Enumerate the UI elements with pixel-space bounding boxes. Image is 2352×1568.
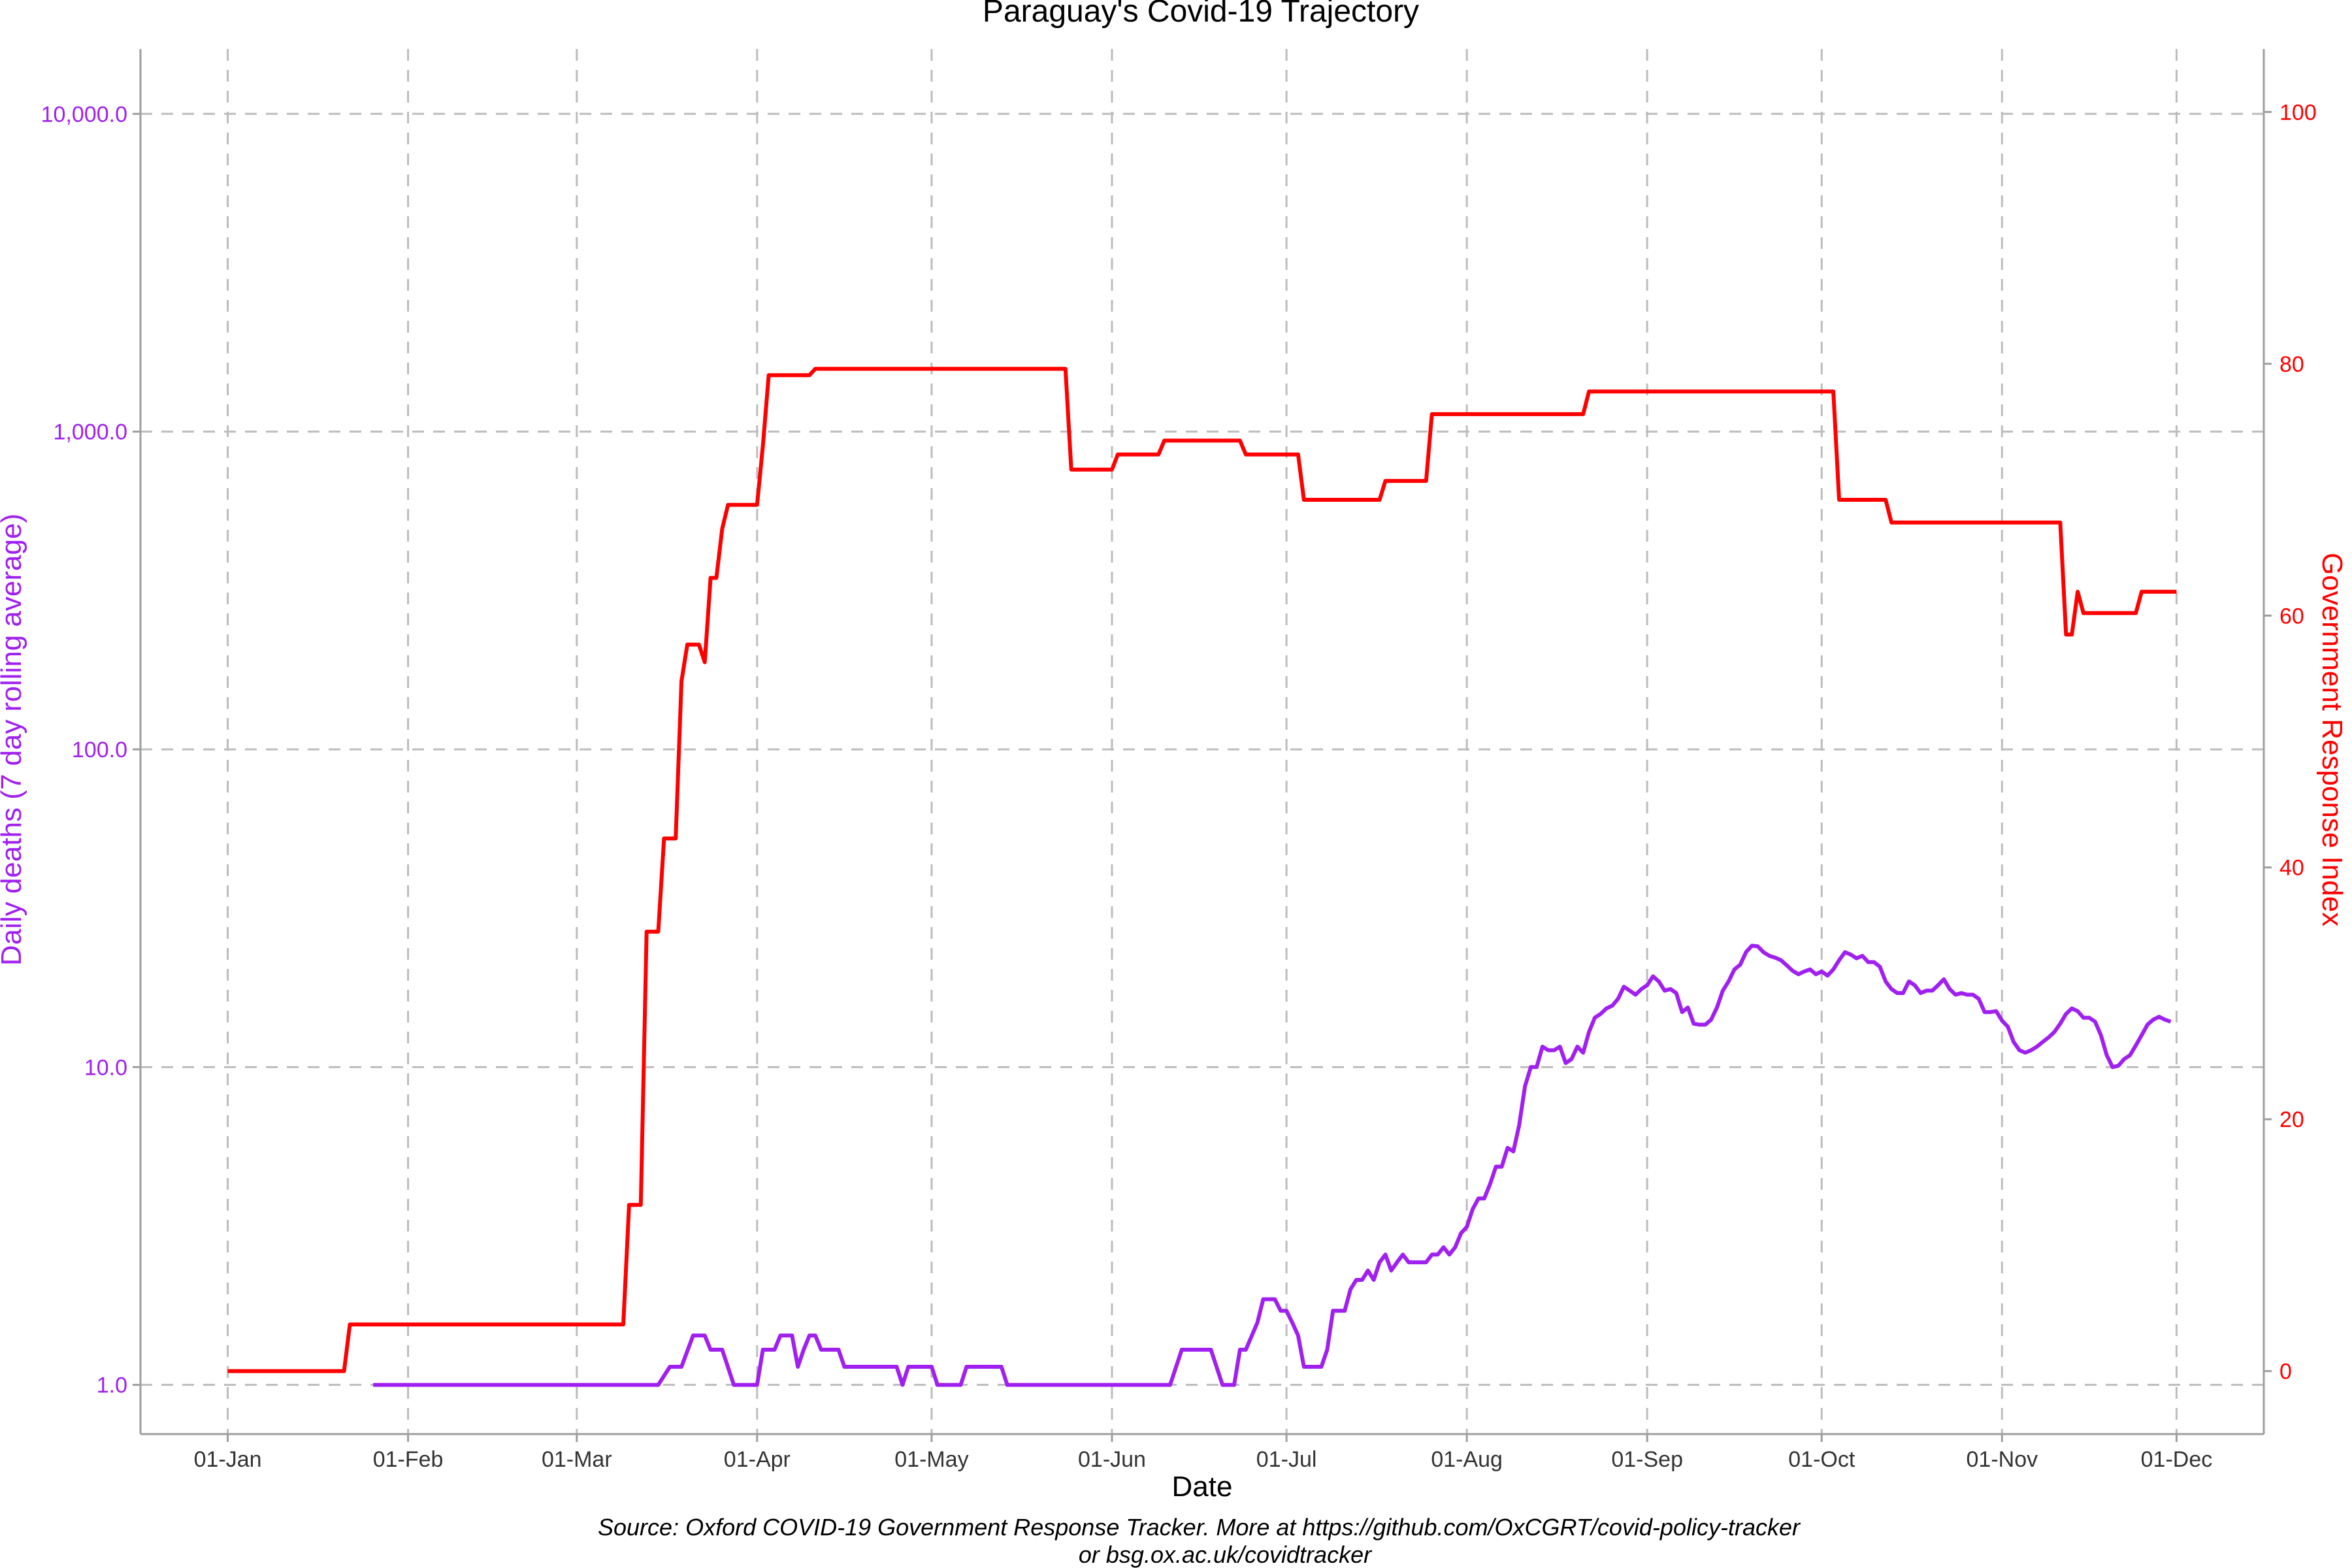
x-tick-label: 01-Dec [2141, 1447, 2213, 1472]
x-axis-title: Date [1172, 1471, 1233, 1503]
right-tick-label: 40 [2279, 856, 2304, 881]
axes-layer: 01-Jan 01-Feb 01-Mar 01-Apr 01-May 01-Jun 01-J… [41, 49, 2317, 1472]
x-tick-label: 01-Feb [373, 1447, 444, 1472]
left-tick-label: 10.0 [84, 1055, 127, 1080]
x-tick-label: 01-Nov [1967, 1447, 2038, 1472]
grid-layer [140, 49, 2264, 1434]
right-tick-label: 60 [2279, 604, 2304, 629]
x-tick-label: 01-Apr [724, 1447, 791, 1472]
source-caption-line-1: Source: Oxford COVID-19 Government Respo… [598, 1514, 1801, 1541]
left-tick-label: 1.0 [97, 1373, 127, 1398]
response-index-series-line [227, 367, 2177, 1373]
x-tick-label: 01-May [894, 1447, 968, 1472]
series-layer [227, 367, 2177, 1387]
left-axis-title: Daily deaths (7 day rolling average) [0, 514, 27, 966]
x-tick-label: 01-Sep [1611, 1447, 1683, 1472]
x-tick-label: 01-Jan [194, 1447, 262, 1472]
x-tick-label: 01-Mar [542, 1447, 612, 1472]
x-tick-label: 01-Jul [1256, 1447, 1317, 1472]
source-caption-line-2: or bsg.ox.ac.uk/covidtracker [1079, 1541, 1373, 1568]
left-tick-label: 10,000.0 [41, 102, 127, 127]
chart-title: Paraguay's Covid-19 Trajectory [983, 0, 1419, 29]
right-tick-label: 0 [2279, 1360, 2292, 1384]
x-tick-label: 01-Oct [1788, 1447, 1855, 1472]
left-tick-label: 1,000.0 [54, 420, 127, 445]
right-tick-label: 20 [2279, 1107, 2304, 1132]
x-tick-label: 01-Aug [1431, 1447, 1503, 1472]
deaths-series-line [373, 943, 2172, 1387]
left-tick-label: 100.0 [72, 738, 127, 762]
x-tick-label: 01-Jun [1078, 1447, 1146, 1472]
right-tick-label: 80 [2279, 352, 2304, 377]
right-axis-title: Government Response Index [2316, 553, 2348, 926]
right-tick-label: 100 [2279, 100, 2317, 125]
